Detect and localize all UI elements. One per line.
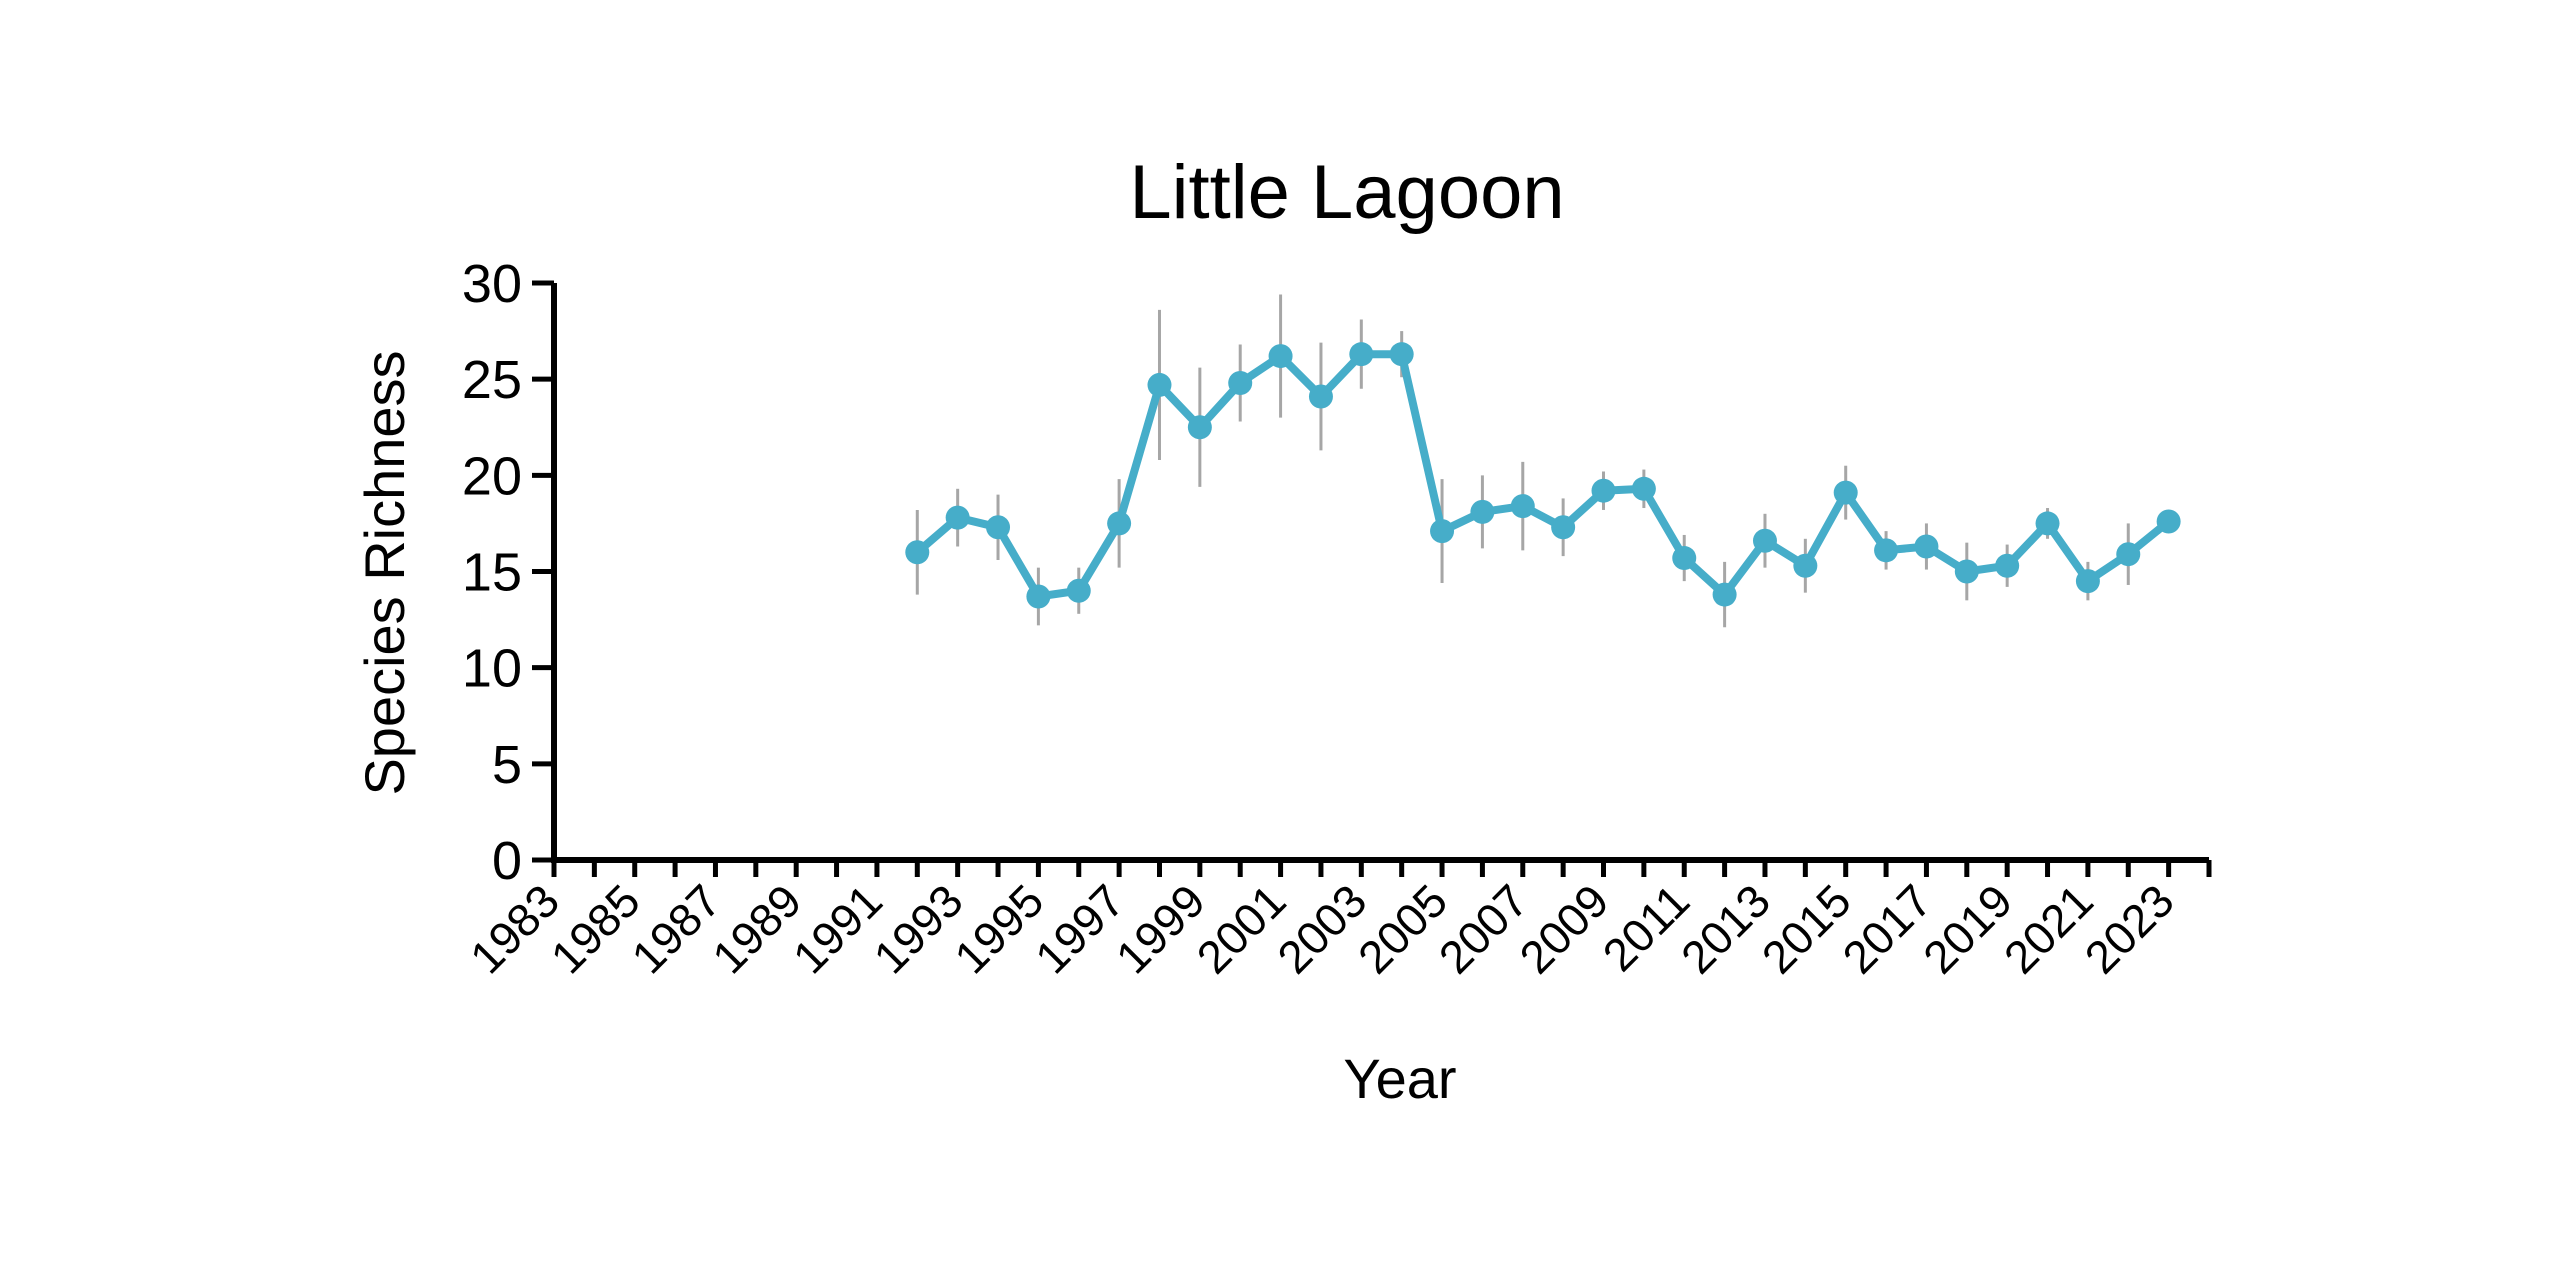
data-point (1793, 553, 1818, 578)
error-bars (915, 294, 2171, 628)
data-point (1954, 559, 1979, 584)
x-tick-label: 2013 (1671, 874, 1780, 983)
chart-title: Little Lagoon (1129, 150, 1564, 235)
data-point (2075, 569, 2100, 594)
data-point (1752, 528, 1777, 553)
data-point (1389, 342, 1414, 367)
data-point (1591, 478, 1616, 503)
x-tick-label: 2017 (1832, 874, 1941, 983)
x-tick-label: 2015 (1752, 874, 1861, 983)
data-point (2035, 511, 2060, 536)
data-point (1228, 371, 1253, 396)
x-tick-label: 2009 (1509, 874, 1618, 983)
x-tick-label: 1987 (621, 874, 730, 983)
x-tick-label: 1985 (541, 874, 650, 983)
data-point (945, 505, 970, 530)
x-tick-label: 2023 (2075, 874, 2184, 983)
data-point (986, 515, 1011, 540)
x-tick-label: 2007 (1429, 874, 1538, 983)
y-tick-label: 20 (462, 446, 522, 506)
series-line (913, 350, 2173, 601)
data-point (1995, 553, 2020, 578)
data-point (1874, 538, 1899, 563)
x-tick-label: 1999 (1106, 874, 1215, 983)
data-point (1470, 499, 1495, 524)
x-tick-label: 2021 (1994, 874, 2103, 983)
x-axis-title: Year (1343, 1047, 1456, 1110)
data-point (1147, 372, 1172, 397)
data-point (2116, 542, 2141, 567)
y-tick-label: 5 (492, 735, 522, 795)
y-tick-label: 25 (462, 350, 522, 410)
x-tick-label: 2011 (1593, 874, 1700, 981)
x-tick-label: 1995 (944, 874, 1053, 983)
data-point (1914, 534, 1939, 559)
data-point (1510, 494, 1535, 519)
series-group (905, 342, 2181, 609)
x-tick-label: 1993 (864, 874, 973, 983)
data-point (1712, 582, 1737, 607)
x-tick-label: 1997 (1025, 874, 1134, 983)
data-point (2156, 509, 2181, 534)
data-point (1268, 344, 1293, 369)
x-tick-label: 2003 (1267, 874, 1376, 983)
x-tick-label: 2005 (1348, 874, 1457, 983)
axes: 0510152025301983198519871989199119931995… (460, 254, 2212, 983)
data-point (1833, 480, 1858, 505)
data-point (1187, 415, 1212, 440)
y-tick-label: 10 (462, 639, 522, 699)
x-tick-label: 2001 (1187, 874, 1296, 983)
x-tick-label: 1989 (702, 874, 811, 983)
data-point (1430, 519, 1455, 544)
data-point (1672, 546, 1697, 571)
data-point (905, 540, 930, 565)
data-point (1066, 578, 1091, 603)
data-point (1551, 515, 1576, 540)
data-point (1631, 476, 1656, 501)
data-point (1349, 342, 1374, 367)
data-point (1107, 511, 1132, 536)
x-tick-label: 1991 (783, 874, 892, 983)
data-point (1026, 584, 1051, 609)
data-point (1308, 384, 1333, 409)
y-axis-title: Species Richness (353, 350, 416, 795)
x-tick-label: 2019 (1913, 874, 2022, 983)
y-tick-label: 0 (492, 831, 522, 891)
y-tick-label: 15 (462, 543, 522, 603)
y-tick-label: 30 (462, 254, 522, 314)
